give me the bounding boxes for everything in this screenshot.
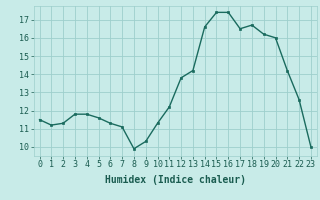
X-axis label: Humidex (Indice chaleur): Humidex (Indice chaleur) bbox=[105, 175, 246, 185]
